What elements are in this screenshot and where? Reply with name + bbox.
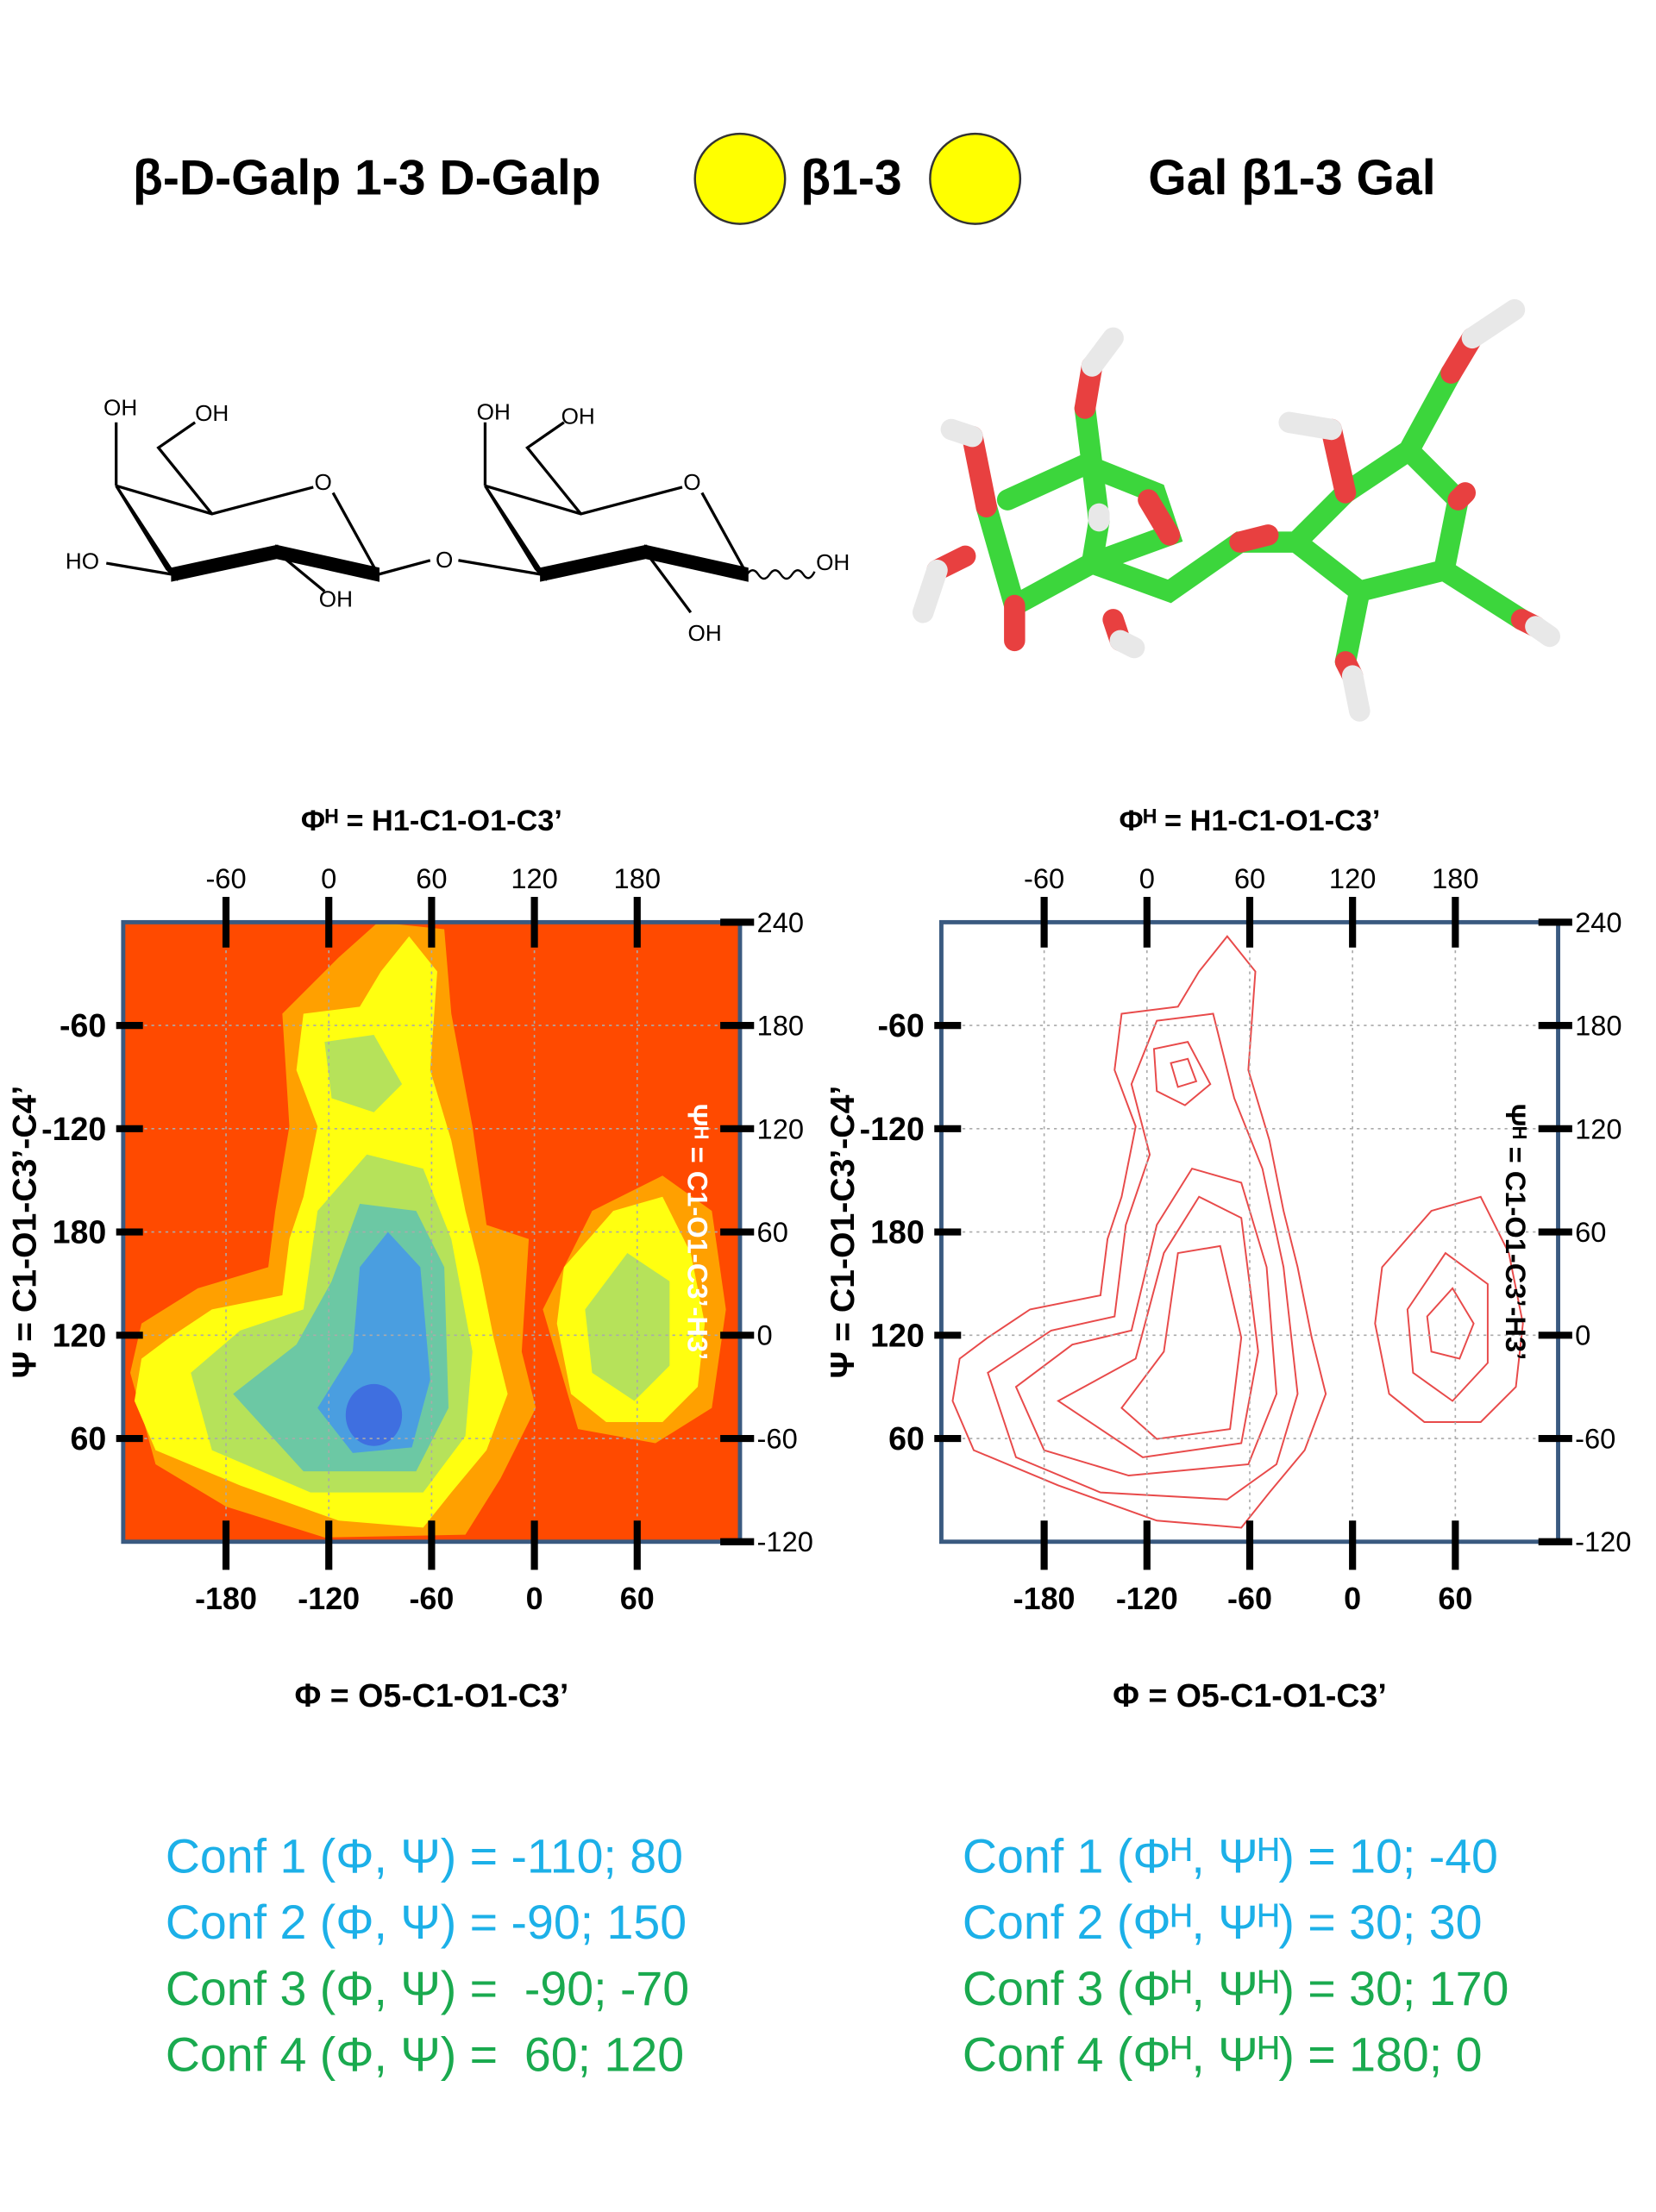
atom-label: O xyxy=(436,547,453,573)
x2-tick-label: 180 xyxy=(1432,862,1478,894)
atom-label: OH xyxy=(104,395,137,421)
y-tick-label: -60 xyxy=(878,1007,925,1043)
conformations: Conf 1 (Φ, Ψ) = -110; 80 Conf 2 (Φ, Ψ) =… xyxy=(166,1829,1509,2081)
atom-label: OH xyxy=(561,403,595,429)
y2-tick-label: 180 xyxy=(1575,1010,1622,1042)
y-tick-label: 180 xyxy=(870,1214,925,1250)
x-tick-label: -60 xyxy=(1227,1581,1272,1616)
atom-label: OH xyxy=(477,399,511,425)
conf-right: Conf 3 (Φᴴ, Ψᴴ) = 30; 170 xyxy=(963,1962,1509,2015)
x2-tick-label: -60 xyxy=(1024,862,1064,894)
right-axis-title: Ψᴴ = C1-O1-C3’-H3’ xyxy=(682,1104,714,1360)
right-axis-title: Ψᴴ = C1-O1-C3’-H3’ xyxy=(1500,1104,1532,1360)
y2-tick-label: 120 xyxy=(757,1112,804,1144)
y2-tick-label: 60 xyxy=(757,1216,788,1248)
conf-left: Conf 1 (Φ, Ψ) = -110; 80 xyxy=(166,1829,683,1883)
left-axis-title: Ψ = C1-O1-C3’-C4’ xyxy=(7,1086,44,1379)
atom-label: OH xyxy=(816,549,850,575)
y2-tick-label: 240 xyxy=(757,906,804,938)
header-left-title: β-D-Galp 1-3 D-Galp xyxy=(133,150,601,205)
x-tick-label: 0 xyxy=(1344,1581,1361,1616)
y2-tick-label: -60 xyxy=(1575,1422,1615,1454)
x-tick-label: 60 xyxy=(620,1581,655,1616)
x2-tick-label: 60 xyxy=(1234,862,1265,894)
bottom-axis-title: Φ = O5-C1-O1-C3’ xyxy=(295,1677,569,1714)
bottom-axis-title: Φ = O5-C1-O1-C3’ xyxy=(1113,1677,1387,1714)
y2-tick-label: 0 xyxy=(1575,1319,1590,1351)
x2-tick-label: 120 xyxy=(511,862,557,894)
top-axis-title: Φᴴ = H1-C1-O1-C3’ xyxy=(301,805,562,837)
gal-symbol xyxy=(929,132,1022,225)
atom-label: OH xyxy=(319,586,353,612)
y-tick-label: 60 xyxy=(70,1420,106,1457)
top-axis-title: Φᴴ = H1-C1-O1-C3’ xyxy=(1119,805,1380,837)
y2-tick-label: 120 xyxy=(1575,1112,1622,1144)
header-right-title: Gal β1-3 Gal xyxy=(1148,150,1435,205)
y2-tick-label: 0 xyxy=(757,1319,773,1351)
x-tick-label: -120 xyxy=(298,1581,360,1616)
atom-label: O xyxy=(683,469,700,495)
structure-2d-labels: OH OH O HO OH O OH OH O OH OH xyxy=(66,395,850,646)
y2-tick-label: -120 xyxy=(757,1526,813,1557)
atom-label: HO xyxy=(66,548,99,574)
y2-tick-label: 240 xyxy=(1575,906,1622,938)
atom-label: OH xyxy=(688,620,722,646)
y-tick-label: 180 xyxy=(53,1214,107,1250)
y2-tick-label: -120 xyxy=(1575,1526,1631,1557)
conf-left: Conf 4 (Φ, Ψ) = 60; 120 xyxy=(166,2028,684,2082)
plots: -180 -120 -60 0 60 -60 0 60 120 180 60 120 180 -120 -6… xyxy=(7,805,1632,1714)
x-tick-label: 60 xyxy=(1438,1581,1472,1616)
x2-tick-label: 180 xyxy=(614,862,661,894)
header-linkage: β1-3 xyxy=(800,150,901,205)
y-tick-label: 60 xyxy=(888,1420,925,1457)
y-tick-label: -120 xyxy=(860,1111,925,1147)
y2-tick-label: 180 xyxy=(757,1010,804,1042)
conf-right: Conf 4 (Φᴴ, Ψᴴ) = 180; 0 xyxy=(963,2028,1483,2082)
x2-tick-label: -60 xyxy=(205,862,246,894)
x2-tick-label: 120 xyxy=(1329,862,1376,894)
x-tick-label: -120 xyxy=(1116,1581,1178,1616)
x-tick-label: -180 xyxy=(195,1581,257,1616)
atom-label: O xyxy=(315,469,332,495)
y-tick-label: 120 xyxy=(53,1317,107,1353)
atom-label: OH xyxy=(195,400,229,426)
x2-tick-label: 60 xyxy=(416,862,447,894)
y-tick-label: -60 xyxy=(60,1007,106,1043)
conf-right: Conf 2 (Φᴴ, Ψᴴ) = 30; 30 xyxy=(963,1896,1483,1949)
x-tick-label: 0 xyxy=(526,1581,543,1616)
conf-right: Conf 1 (Φᴴ, Ψᴴ) = 10; -40 xyxy=(963,1829,1498,1883)
x-tick-label: -60 xyxy=(409,1581,454,1616)
y2-tick-label: 60 xyxy=(1575,1216,1606,1248)
structure-3d xyxy=(912,298,1560,722)
x-tick-label: -180 xyxy=(1013,1581,1076,1616)
x2-tick-label: 0 xyxy=(1139,862,1155,894)
conf-left: Conf 2 (Φ, Ψ) = -90; 150 xyxy=(166,1896,687,1949)
y-tick-label: 120 xyxy=(870,1317,925,1353)
structure-2d xyxy=(105,421,816,614)
y2-tick-label: -60 xyxy=(757,1422,798,1454)
conf-left: Conf 3 (Φ, Ψ) = -90; -70 xyxy=(166,1962,689,2015)
left-axis-title: Ψ = C1-O1-C3’-C4’ xyxy=(825,1086,862,1379)
gal-symbol xyxy=(693,132,787,225)
x2-tick-label: 0 xyxy=(321,862,336,894)
y-tick-label: -120 xyxy=(41,1111,106,1147)
